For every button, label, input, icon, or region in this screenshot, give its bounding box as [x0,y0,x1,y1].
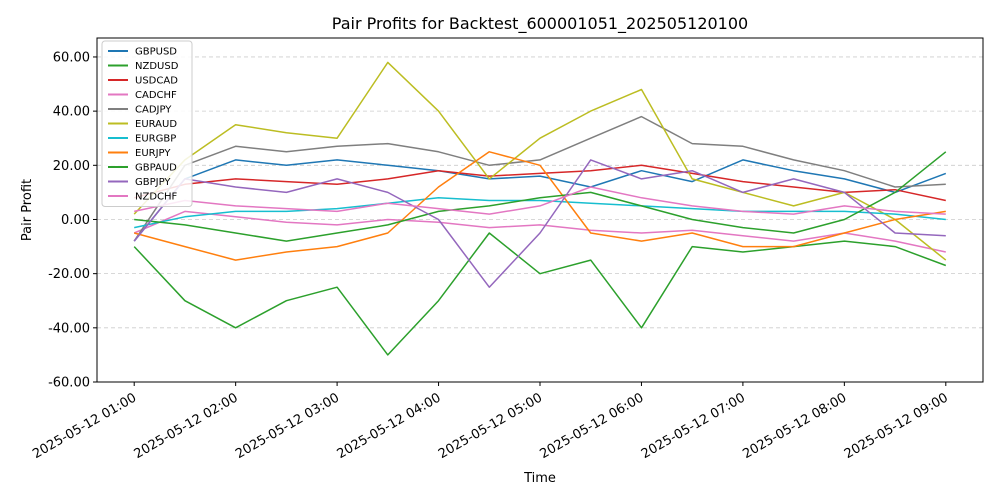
x-axis-label: Time [523,471,556,486]
y-tick-label: 0.00 [61,213,90,228]
chart-title: Pair Profits for Backtest_600001051_2025… [332,14,748,34]
series-line-usdcad [134,164,946,202]
series-line-nzdusd [133,232,947,356]
legend-entry-gbpjpy: GBPJPY [135,177,171,188]
y-axis: -60.00 -40.00 -20.00 0.00 20.00 40.00 60.00 [48,50,97,391]
legend-entry-gbpaud: GBPAUD [135,163,177,174]
series-line-eurjpy [134,151,946,261]
series-line-gbpjpy [133,159,946,288]
y-axis-label: Pair Profit [20,179,35,241]
legend-entry-eurjpy: EURJPY [135,148,171,159]
series-layer [133,61,947,356]
legend-entry-gbpusd: GBPUSD [135,47,177,58]
legend-entry-cadchf: CADCHF [135,90,177,101]
series-line-gbpusd [133,159,947,242]
legend-entry-usdcad: USDCAD [135,76,178,87]
y-tick-label: -60.00 [48,376,90,391]
legend-entry-euraud: EURAUD [135,119,177,130]
y-tick-label: 20.00 [53,159,90,174]
series-line-euraud [133,61,947,261]
legend-entry-eurgbp: EURGBP [135,134,176,145]
series-line-cadchf [133,210,946,253]
legend-entry-cadjpy: CADJPY [135,105,172,116]
y-tick-label: 60.00 [53,50,90,65]
series-line-gbpaud [134,151,947,242]
legend-entry-nzdchf: NZDCHF [135,192,178,203]
legend: GBPUSD NZDUSD USDCAD CADCHF CADJPY EURAUD EURG… [101,40,193,207]
y-tick-label: 40.00 [53,105,90,120]
legend-entry-nzdusd: NZDUSD [135,61,179,72]
y-tick-label: -40.00 [48,321,90,336]
series-line-cadjpy [133,115,946,242]
legend-box [101,40,193,207]
y-tick-label: -20.00 [48,267,90,282]
series-line-nzdchf [134,186,946,215]
